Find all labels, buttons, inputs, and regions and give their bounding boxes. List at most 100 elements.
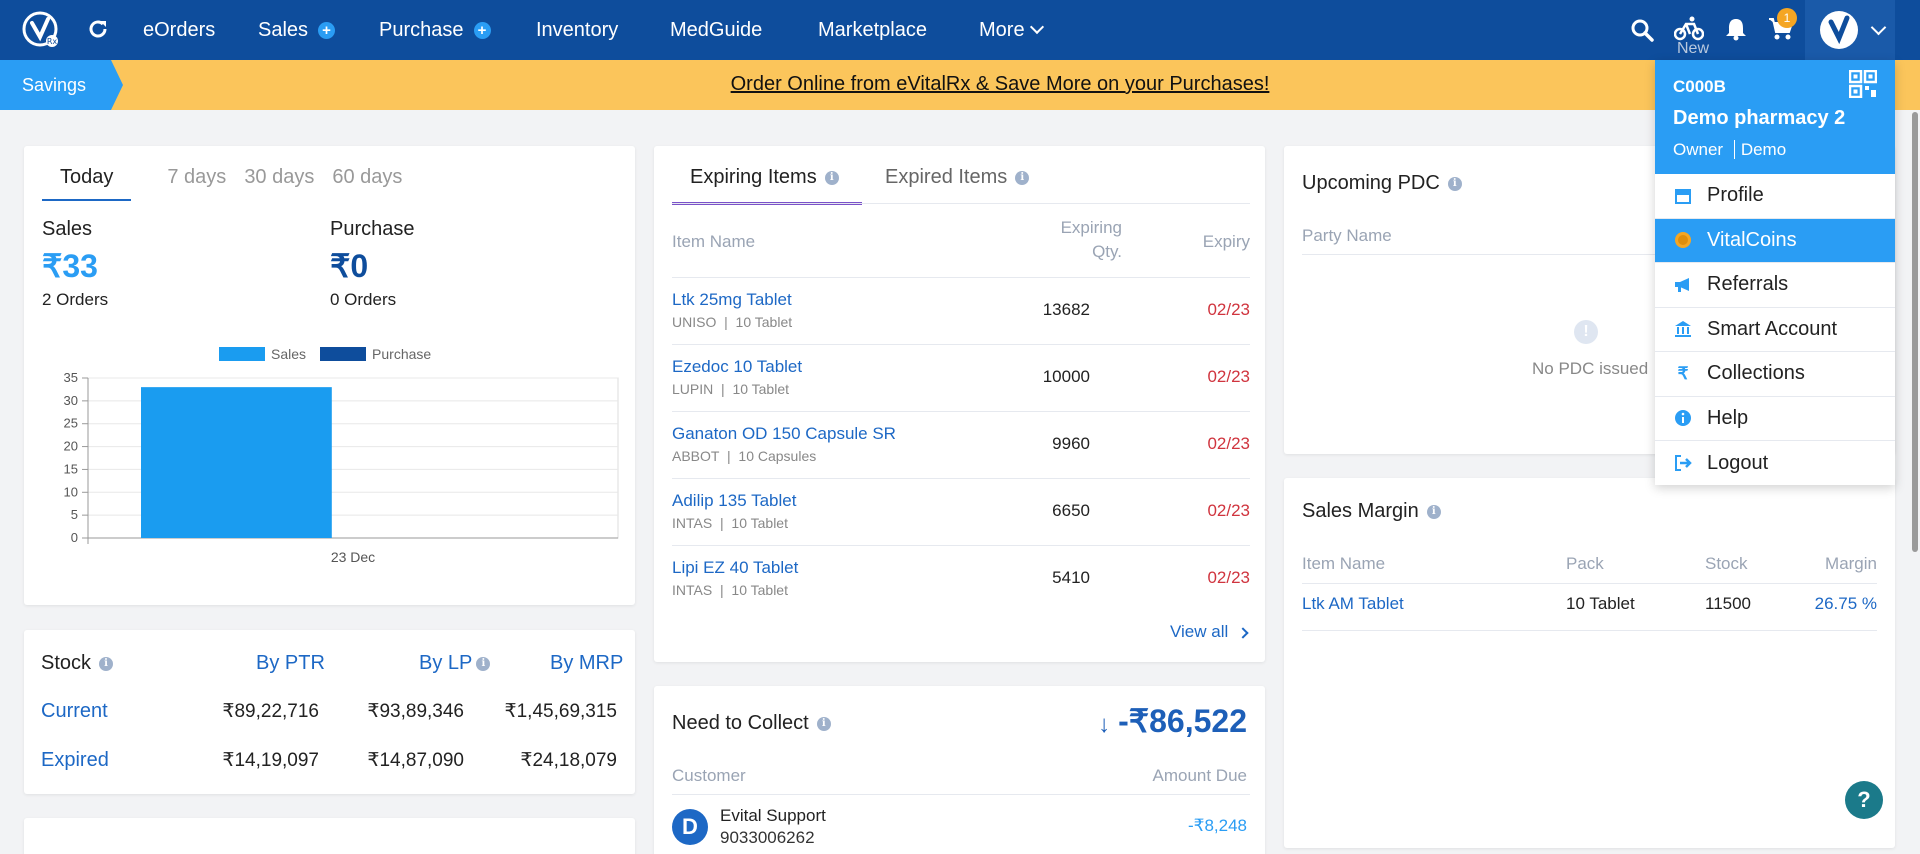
table-row[interactable]: Lipi EZ 40 Tablet INTAS | 10 Tablet 5410… bbox=[672, 545, 1250, 612]
menu-item-logout[interactable]: Logout bbox=[1655, 441, 1895, 486]
expiring-items-card: Expiring Items i Expired Items i Item Name… bbox=[654, 146, 1265, 662]
item-name[interactable]: Ezedoc 10 Tablet bbox=[672, 357, 803, 376]
margin-item-name[interactable]: Ltk AM Tablet bbox=[1302, 594, 1404, 613]
item-pack: 10 Tablet bbox=[731, 515, 788, 531]
page-scrollbar[interactable] bbox=[1912, 112, 1918, 552]
tab-30-days[interactable]: 30 days bbox=[244, 166, 315, 188]
stock-head-ptr[interactable]: By PTR bbox=[256, 652, 325, 674]
store-name: Demo pharmacy 2 bbox=[1673, 107, 1846, 129]
nav-sales[interactable]: Sales + bbox=[258, 0, 336, 60]
store-icon bbox=[1673, 186, 1693, 206]
menu-item-profile[interactable]: Profile bbox=[1655, 174, 1895, 219]
menu-item-smart-account[interactable]: Smart Account bbox=[1655, 308, 1895, 352]
item-name[interactable]: Lipi EZ 40 Tablet bbox=[672, 558, 799, 577]
tab-60-days[interactable]: 60 days bbox=[332, 166, 403, 188]
nav-inventory[interactable]: Inventory bbox=[536, 0, 618, 60]
table-row[interactable]: Ganaton OD 150 Capsule SR ABBOT | 10 Cap… bbox=[672, 411, 1250, 478]
stock-row-current[interactable]: Current bbox=[41, 700, 108, 722]
account-menu-toggle[interactable] bbox=[1805, 0, 1895, 60]
nav-inventory-label: Inventory bbox=[536, 18, 619, 41]
item-qty: 6650 bbox=[1052, 501, 1090, 520]
promo-link[interactable]: Order Online from eVitalRx & Save More o… bbox=[730, 73, 1270, 95]
arrow-down-icon: ↓ bbox=[1098, 711, 1111, 738]
col-stock: Stock bbox=[1705, 554, 1748, 573]
nav-marketplace[interactable]: Marketplace bbox=[818, 0, 927, 60]
info-icon[interactable]: i bbox=[824, 170, 839, 185]
item-expiry: 02/23 bbox=[1207, 501, 1250, 520]
sales-value: ₹33 bbox=[42, 248, 98, 284]
help-fab-button[interactable]: ? bbox=[1845, 781, 1883, 819]
x-tick-label: 23 Dec bbox=[331, 549, 375, 565]
info-icon[interactable]: i bbox=[476, 656, 491, 671]
menu-item-help[interactable]: Help bbox=[1655, 397, 1895, 441]
bell-icon[interactable] bbox=[1725, 17, 1747, 41]
item-company: INTAS bbox=[672, 515, 713, 531]
qr-code-icon[interactable] bbox=[1849, 70, 1877, 98]
item-meta: UNISO | 10 Tablet bbox=[672, 314, 793, 330]
col-pack: Pack bbox=[1566, 554, 1604, 573]
menu-item-vitalcoins[interactable]: VitalCoins bbox=[1655, 218, 1895, 263]
menu-item-logout-label: Logout bbox=[1707, 451, 1769, 474]
table-row[interactable]: Ezedoc 10 Tablet LUPIN | 10 Tablet 10000… bbox=[672, 344, 1250, 411]
delivery-bike-icon[interactable] bbox=[1674, 16, 1704, 42]
item-company: UNISO bbox=[672, 314, 717, 330]
cart-count-badge: 1 bbox=[1777, 8, 1797, 28]
info-icon[interactable]: i bbox=[1447, 176, 1462, 191]
col-expiring: Expiring bbox=[1060, 218, 1122, 237]
refresh-icon[interactable] bbox=[86, 16, 110, 42]
purchase-plus-icon[interactable]: + bbox=[473, 21, 491, 39]
info-icon[interactable]: i bbox=[1426, 504, 1441, 519]
col-item-name: Item Name bbox=[1302, 554, 1386, 573]
nav-eorders[interactable]: eOrders bbox=[143, 0, 215, 60]
item-expiry: 02/23 bbox=[1207, 367, 1250, 386]
legend-label-purchase: Purchase bbox=[372, 346, 432, 362]
nav-medguide[interactable]: MedGuide bbox=[670, 0, 762, 60]
menu-item-referrals[interactable]: Referrals bbox=[1655, 263, 1895, 308]
info-icon[interactable]: i bbox=[99, 656, 114, 671]
stock-head-lp-text: By LP bbox=[419, 652, 473, 674]
menu-item-collections[interactable]: ₹ Collections bbox=[1655, 352, 1895, 397]
sales-orders: 2 Orders bbox=[42, 290, 109, 309]
stock-current-mrp: ₹1,45,69,315 bbox=[504, 701, 617, 722]
sales-margin-title: Sales Margin i bbox=[1302, 500, 1441, 523]
stock-row-expired[interactable]: Expired bbox=[41, 749, 109, 771]
tab-7-days[interactable]: 7 days bbox=[167, 166, 227, 188]
need-to-collect-card: Need to Collect i ↓ -₹86,522 Customer Amou… bbox=[654, 686, 1265, 854]
item-name[interactable]: Ltk 25mg Tablet bbox=[672, 290, 792, 309]
collect-total-value: -₹86,522 bbox=[1118, 703, 1247, 739]
staff-card bbox=[24, 818, 635, 854]
customer-name[interactable]: Evital Support bbox=[720, 806, 826, 825]
table-row[interactable]: Ltk 25mg Tablet UNISO | 10 Tablet 13682 … bbox=[672, 277, 1250, 344]
legend-swatch-purchase bbox=[320, 347, 367, 361]
tab-expiring-items[interactable]: Expiring Items i bbox=[690, 166, 839, 189]
stock-head-lp[interactable]: By LP i bbox=[419, 652, 491, 675]
item-name[interactable]: Ganaton OD 150 Capsule SR bbox=[672, 424, 896, 443]
divider bbox=[1302, 630, 1877, 631]
purchase-label: Purchase bbox=[330, 218, 415, 240]
tab-expired-items[interactable]: Expired Items i bbox=[885, 166, 1030, 189]
customer-due: -₹8,248 bbox=[1187, 816, 1247, 835]
sales-plus-icon[interactable]: + bbox=[318, 21, 336, 39]
divider bbox=[1302, 583, 1877, 584]
view-all-link[interactable]: View all bbox=[1170, 622, 1249, 642]
chevron-down-icon bbox=[1029, 19, 1044, 35]
item-pack: 10 Tablet bbox=[731, 582, 788, 598]
search-icon[interactable] bbox=[1630, 18, 1654, 42]
tab-today[interactable]: Today bbox=[42, 166, 132, 201]
y-tick-label: 25 bbox=[64, 416, 78, 431]
y-tick-label: 10 bbox=[64, 484, 78, 499]
nav-purchase[interactable]: Purchase + bbox=[379, 0, 491, 60]
bar-sales bbox=[141, 387, 332, 538]
collect-title-text: Need to Collect bbox=[672, 712, 809, 734]
chevron-right-icon bbox=[1237, 627, 1249, 639]
nav-eorders-label: eOrders bbox=[143, 18, 216, 41]
table-row[interactable]: Adilip 135 Tablet INTAS | 10 Tablet 6650… bbox=[672, 478, 1250, 545]
info-icon[interactable]: i bbox=[816, 716, 831, 731]
info-icon[interactable]: i bbox=[1015, 170, 1030, 185]
item-name[interactable]: Adilip 135 Tablet bbox=[672, 491, 797, 510]
menu-item-profile-label: Profile bbox=[1707, 184, 1764, 207]
y-tick-label: 0 bbox=[71, 530, 78, 545]
evital-logo-icon[interactable]: Rx bbox=[22, 11, 62, 49]
nav-more[interactable]: More bbox=[979, 0, 1044, 60]
stock-head-mrp[interactable]: By MRP bbox=[550, 652, 624, 674]
